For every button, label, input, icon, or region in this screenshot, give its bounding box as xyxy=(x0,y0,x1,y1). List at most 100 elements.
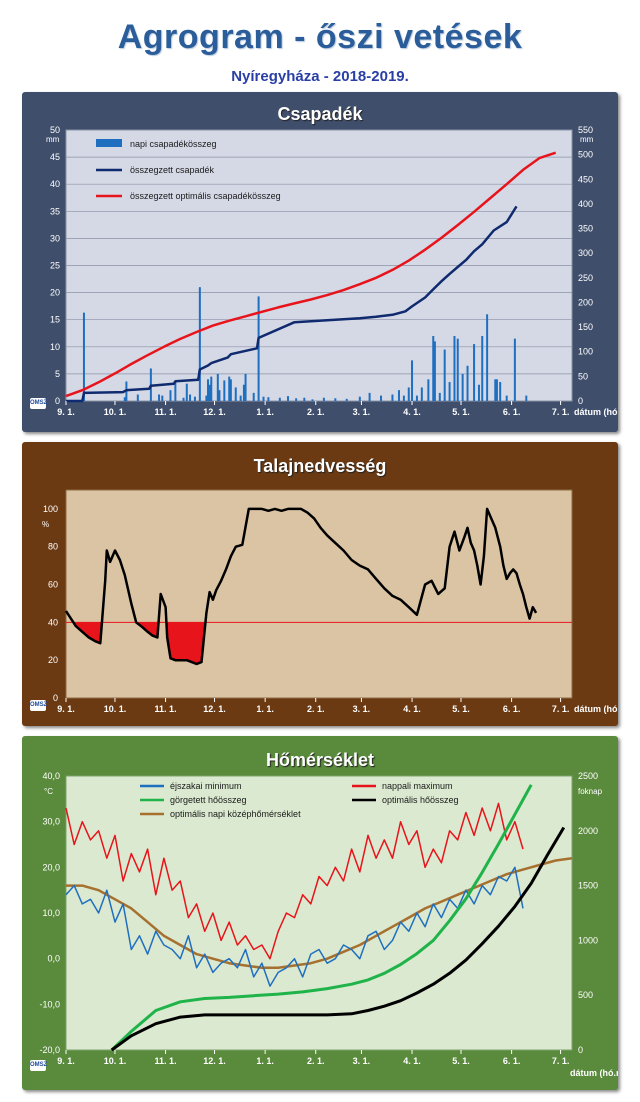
daily-max-temp-line xyxy=(65,802,524,960)
precipitation-panel: Csapadék 0 5 10 15 20 25 30 35 40 45 50 0 50 100 150 20… xyxy=(22,92,618,432)
x-tick-label: 11. 1. xyxy=(155,407,177,417)
y-tick-label-right: 0 xyxy=(578,1045,583,1055)
precip-bar xyxy=(505,395,508,401)
precip-bar xyxy=(207,379,210,401)
precip-bar xyxy=(495,379,498,401)
y-tick-label: 20 xyxy=(48,655,58,665)
optimal-heat-sum-line xyxy=(110,826,566,1052)
x-tick-label: 1. 1. xyxy=(256,1056,274,1066)
y-tick-label-left: 45 xyxy=(50,152,60,162)
precip-bar xyxy=(223,380,226,401)
soil-moisture-title: Talajnedvesség xyxy=(253,456,387,476)
x-tick-label: 2. 1. xyxy=(307,704,325,714)
y-axis-label: % xyxy=(42,520,49,529)
soil-moisture-panel: Talajnedvesség 0 20 40 60 80 100% 9. 1. 10. 1. 1… xyxy=(22,442,618,726)
precip-bar xyxy=(513,338,516,401)
y-tick-label-left: 0 xyxy=(55,396,60,406)
precip-bar xyxy=(438,392,441,401)
y-tick-label-left: -20,0 xyxy=(39,1045,60,1055)
y-tick-label-left: 40 xyxy=(50,179,60,189)
x-axis-label: dátum (hó.nap) xyxy=(574,704,618,714)
legend-label: napi csapadékösszeg xyxy=(130,139,217,149)
precip-bar xyxy=(380,395,383,401)
x-tick-label: 12. 1. xyxy=(203,407,226,417)
y-tick-label-right: 250 xyxy=(578,273,593,283)
y-axis-label-right: foknap xyxy=(578,787,603,796)
precip-bar xyxy=(234,387,237,401)
y-tick-label-left: 20,0 xyxy=(42,862,60,872)
precip-bar xyxy=(345,398,348,401)
x-tick-label: 12. 1. xyxy=(203,704,226,714)
precip-bar xyxy=(242,384,245,401)
precip-bar xyxy=(267,397,270,401)
y-tick-label-right: 150 xyxy=(578,322,593,332)
y-tick-label-right: 1500 xyxy=(578,881,598,891)
precip-bar xyxy=(433,341,436,401)
rolling-heat-sum-line xyxy=(110,784,533,1052)
y-tick-label-left: 15 xyxy=(50,315,60,325)
x-tick-label: 1. 1. xyxy=(256,704,274,714)
y-tick-label-left: 35 xyxy=(50,206,60,216)
nightly-min-temp-line xyxy=(65,866,524,987)
x-tick-label: 9. 1. xyxy=(57,704,75,714)
x-tick-label: 9. 1. xyxy=(57,1056,75,1066)
precip-bar xyxy=(473,344,476,401)
x-tick-label: 2. 1. xyxy=(307,407,325,417)
precip-bar xyxy=(368,392,371,401)
y-tick-label-right: 2000 xyxy=(578,826,598,836)
precip-bar xyxy=(82,312,85,401)
precip-bar xyxy=(182,397,185,401)
precip-bar xyxy=(174,382,177,401)
x-tick-label: 3. 1. xyxy=(353,1056,371,1066)
precip-bar xyxy=(402,395,405,401)
optimal-daily-mean-temp-line xyxy=(66,856,573,970)
x-tick-label: 2. 1. xyxy=(307,1056,325,1066)
temperature-panel: Hőmérséklet -20,0 -10,0 0,0 10,0 20,0 30,0 40,… xyxy=(22,736,618,1090)
deficit-area xyxy=(73,622,102,644)
precip-bar xyxy=(278,397,281,401)
x-tick-label: 10. 1. xyxy=(104,704,127,714)
precip-bar xyxy=(286,396,289,401)
optimal-cumulative-precip-line xyxy=(65,151,557,398)
precip-bar xyxy=(295,398,298,401)
precip-bar xyxy=(411,360,414,401)
legend-swatch-bar xyxy=(96,139,122,147)
precipitation-title: Csapadék xyxy=(277,104,363,124)
precipitation-chart: 0510152025303540455005010015020025030035… xyxy=(46,125,618,417)
page-subtitle: Nyíregyháza - 2018-2019. xyxy=(231,68,409,85)
y-tick-label: 100 xyxy=(43,504,58,514)
precip-bar xyxy=(208,384,211,401)
x-tick-label: 11. 1. xyxy=(155,704,177,714)
y-tick-label-left: 5 xyxy=(55,369,60,379)
y-axis-label-left: °C xyxy=(44,787,53,796)
precip-bar xyxy=(161,395,164,401)
precip-bar xyxy=(466,365,469,401)
precip-bar xyxy=(420,387,423,401)
precip-bar xyxy=(262,396,265,401)
x-tick-label: 10. 1. xyxy=(104,1056,127,1066)
precip-bar xyxy=(499,382,502,401)
omsz-logo: OMSZ xyxy=(30,1060,47,1071)
x-tick-label: 5. 1. xyxy=(452,704,470,714)
precip-bar xyxy=(443,349,446,401)
x-tick-label: 6. 1. xyxy=(503,407,521,417)
y-tick-label-left: 10 xyxy=(50,342,60,352)
precip-bar xyxy=(185,383,188,401)
x-tick-label: 6. 1. xyxy=(503,1056,521,1066)
precip-bar xyxy=(481,335,484,401)
x-tick-label: 3. 1. xyxy=(353,407,371,417)
x-tick-label: 5. 1. xyxy=(452,407,470,417)
precip-bar xyxy=(136,394,139,401)
precip-bar xyxy=(322,397,325,401)
y-tick-label-right: 100 xyxy=(578,347,593,357)
precip-bar xyxy=(427,379,430,401)
x-tick-label: 10. 1. xyxy=(104,407,127,417)
y-tick-label-left: 30 xyxy=(50,233,60,243)
plot-area xyxy=(65,775,573,1051)
precip-bar xyxy=(252,392,255,401)
precip-bar xyxy=(477,384,480,401)
precip-bar xyxy=(216,373,219,401)
precip-bar xyxy=(239,395,242,401)
precip-bar xyxy=(193,396,196,401)
precip-bar xyxy=(123,397,126,401)
